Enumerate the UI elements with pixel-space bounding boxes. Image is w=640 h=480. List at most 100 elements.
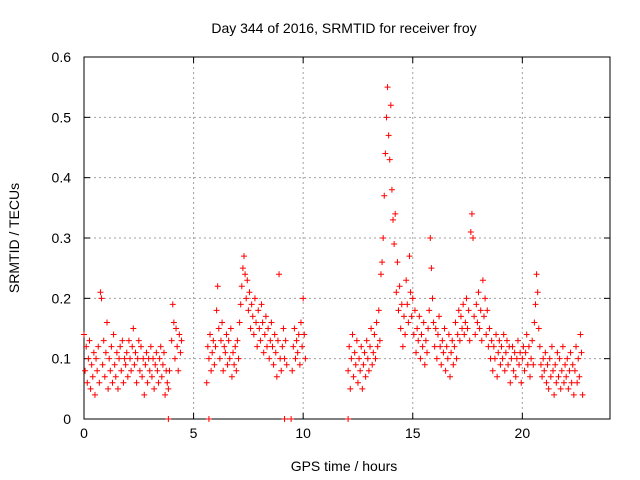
data-point <box>131 361 138 368</box>
data-point <box>568 379 575 386</box>
data-point <box>418 331 425 338</box>
data-point <box>361 349 368 356</box>
data-point <box>93 355 100 362</box>
data-point <box>159 361 166 368</box>
data-point <box>548 343 555 350</box>
data-point <box>217 337 224 344</box>
data-point <box>438 361 445 368</box>
data-point <box>479 277 486 284</box>
data-point <box>403 277 410 284</box>
data-point <box>468 210 475 217</box>
data-point <box>475 289 482 296</box>
data-point <box>543 379 550 386</box>
data-point <box>348 355 355 362</box>
data-point <box>416 313 423 320</box>
data-point <box>451 343 458 350</box>
data-point <box>249 313 256 320</box>
data-point <box>221 343 228 350</box>
data-point <box>176 331 183 338</box>
data-point <box>215 325 222 332</box>
data-point <box>534 289 541 296</box>
data-point <box>90 349 97 356</box>
data-point <box>510 367 517 374</box>
data-point <box>119 337 126 344</box>
data-point <box>154 367 161 374</box>
data-point <box>95 343 102 350</box>
data-point <box>457 313 464 320</box>
data-point <box>422 337 429 344</box>
data-point <box>486 325 493 332</box>
data-point <box>493 331 500 338</box>
data-point <box>125 337 132 344</box>
data-point <box>244 277 251 284</box>
data-point <box>558 367 565 374</box>
data-point <box>205 355 212 362</box>
data-point <box>574 379 581 386</box>
data-point <box>530 361 537 368</box>
data-point <box>440 349 447 356</box>
data-point <box>296 361 303 368</box>
data-point <box>553 379 560 386</box>
data-point <box>170 319 177 326</box>
data-point <box>436 313 443 320</box>
data-point <box>391 241 398 248</box>
data-point <box>371 331 378 338</box>
data-point <box>254 343 261 350</box>
data-point <box>415 337 422 344</box>
data-point <box>448 349 455 356</box>
data-point <box>255 307 262 314</box>
data-point <box>394 259 401 266</box>
data-point <box>539 373 546 380</box>
data-point <box>82 367 89 374</box>
data-point <box>211 361 218 368</box>
data-point <box>482 295 489 302</box>
data-point <box>367 343 374 350</box>
data-point <box>573 343 580 350</box>
data-point <box>104 319 111 326</box>
data-point <box>384 84 391 91</box>
data-point <box>498 343 505 350</box>
data-point <box>380 235 387 241</box>
data-point <box>136 367 143 374</box>
data-point <box>142 361 149 368</box>
data-point <box>269 343 276 350</box>
data-point <box>91 391 98 398</box>
data-point <box>399 343 406 350</box>
data-point <box>346 343 353 350</box>
data-point <box>242 271 249 278</box>
data-point <box>395 307 402 314</box>
data-point <box>266 355 273 362</box>
data-point <box>478 337 485 344</box>
data-point <box>577 331 584 338</box>
y-axis-label: SRMTID / TECUs <box>6 183 22 293</box>
data-point <box>459 325 466 332</box>
data-point <box>382 150 389 157</box>
data-point <box>370 349 377 356</box>
data-point <box>357 367 364 374</box>
data-point <box>178 337 185 344</box>
data-point <box>117 343 124 350</box>
data-point <box>175 367 182 374</box>
x-tick-label: 15 <box>405 425 421 441</box>
data-point <box>497 361 504 368</box>
data-point <box>222 349 229 356</box>
data-point <box>220 367 227 374</box>
data-point <box>290 343 297 350</box>
data-point <box>225 337 232 344</box>
data-point <box>101 373 108 380</box>
data-point <box>499 355 506 362</box>
data-point <box>156 355 163 362</box>
data-point <box>299 343 306 350</box>
data-point <box>124 373 131 380</box>
data-point <box>294 349 301 356</box>
data-point <box>204 343 211 350</box>
data-point <box>133 379 140 386</box>
data-point <box>413 349 420 356</box>
data-point <box>276 271 283 278</box>
data-point <box>132 349 139 356</box>
data-point <box>445 331 452 338</box>
data-point <box>301 331 308 338</box>
data-point <box>141 391 148 398</box>
data-point <box>205 416 212 422</box>
data-point <box>428 265 435 272</box>
